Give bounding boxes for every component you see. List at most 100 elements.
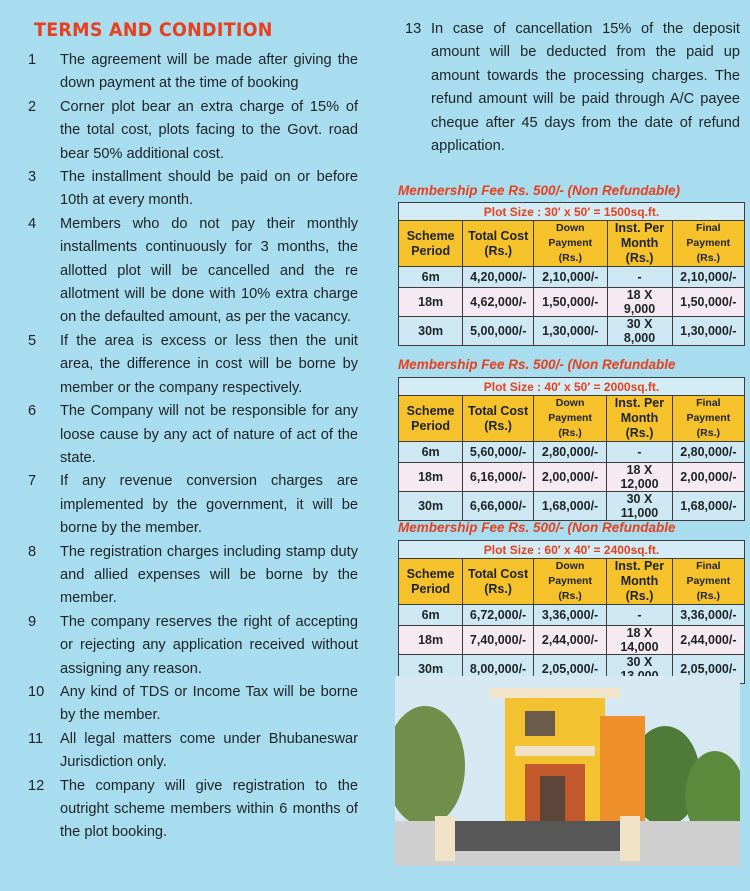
table-row: 18m 7,40,000/- 2,44,000/- 18 X 14,000 2,44,0… (397, 625, 746, 655)
table-row: 18m 4,62,000/- 1,50,000/- 18 X 9,000 1,50,00… (397, 287, 746, 317)
table-cell: 1,68,000/- (671, 491, 746, 521)
term-number: 6 (28, 403, 37, 420)
term-number: 5 (28, 332, 37, 349)
term-number: 13 (405, 21, 422, 37)
term-text: In case of cancellation 15% of the depos… (431, 21, 740, 155)
table-cell: 30 X 11,000 (606, 491, 673, 521)
membership-fee-label: Membership Fee Rs. 500/- (Non Refundable (398, 520, 676, 535)
table-row: 30m 5,00,000/- 1,30,000/- 30 X 8,000 1,30,00… (397, 316, 746, 346)
table-cell: 18 X 12,000 (606, 462, 673, 492)
price-table: Plot Size : 40′ x 50′ = 2000sq.ft. Scheme… (397, 377, 746, 521)
table-cell: 6m (397, 266, 464, 288)
table-row: 18m 6,16,000/- 2,00,000/- 18 X 12,000 2,00,0… (397, 462, 746, 492)
term-text: If the area is excess or less then the u… (60, 332, 358, 396)
table-row: 6m 4,20,000/- 2,10,000/- -2,10,000/- (397, 266, 746, 288)
term-text: Corner plot bear an extra charge of 15% … (60, 98, 358, 162)
plot-size: Plot Size : 40′ x 50′ = 2000sq.ft. (398, 377, 745, 396)
table-cell: - (606, 604, 673, 626)
price-table: Plot Size : 60′ x 40′ = 2400sq.ft. Scheme… (397, 540, 746, 684)
table-cell: 7,40,000/- (462, 625, 534, 655)
table-cell: 5,00,000/- (462, 316, 535, 346)
table-cell: 1,30,000/- (671, 316, 746, 346)
table-cell: 6,66,000/- (462, 491, 534, 521)
column-header: Final Payment (Rs.) (671, 395, 746, 442)
term-item: 9 The company reserves the right of accep… (22, 611, 358, 681)
column-header: Down Payment (Rs.) (533, 220, 608, 267)
column-header: Down Payment (Rs.) (532, 558, 608, 605)
table-cell: 2,10,000/- (533, 266, 608, 288)
table-cell: 6,72,000/- (462, 604, 534, 626)
plot-size: Plot Size : 60′ x 40′ = 2400sq.ft. (398, 540, 745, 559)
term-item: 1 The agreement will be made after giving… (22, 49, 358, 96)
term-item: 4 Members who do not pay their monthly in… (22, 213, 358, 330)
term-number: 1 (28, 52, 37, 68)
table-cell: 5,60,000/- (462, 441, 534, 463)
terms-list: 1 The agreement will be made after giving… (22, 49, 358, 845)
term-text: The company reserves the right of accept… (60, 613, 358, 677)
house-illustration (395, 676, 740, 866)
column-header: Down Payment (Rs.) (532, 395, 608, 442)
term-text: The registration charges including stamp… (60, 543, 358, 607)
table-cell: 2,10,000/- (671, 266, 746, 288)
term-number: 4 (28, 215, 37, 232)
term-item: 7 If any revenue conversion charges are i… (22, 470, 358, 540)
table-cell: 30m (397, 491, 464, 521)
term-item: 8 The registration charges including stam… (22, 541, 358, 611)
term-number: 8 (28, 543, 37, 560)
term-item-13: 13 In case of cancellation 15% of the de… (405, 18, 740, 158)
column-header: Total Cost (Rs.) (462, 395, 534, 442)
table-cell: 6m (397, 604, 464, 626)
term-text: The company will give registration to th… (60, 777, 358, 841)
table-cell: 18m (397, 287, 464, 317)
term-text: Members who do not pay their monthly ins… (60, 215, 358, 326)
table-cell: 3,36,000/- (532, 604, 608, 626)
column-header: Scheme Period (397, 220, 464, 267)
table-cell: 1,50,000/- (671, 287, 746, 317)
membership-fee-label: Membership Fee Rs. 500/- (Non Refundable (398, 357, 676, 372)
term-number: 9 (28, 613, 37, 630)
term-number: 11 (28, 730, 44, 747)
table-cell: 30 X 8,000 (606, 316, 673, 346)
table-cell: 18m (397, 462, 464, 492)
page-title: TERMS AND CONDITION (34, 19, 273, 41)
plot-size: Plot Size : 30′ x 50′ = 1500sq.ft. (398, 202, 745, 221)
table-cell: 6,16,000/- (462, 462, 534, 492)
term-number: 2 (28, 98, 37, 115)
column-header: Inst. Per Month (Rs.) (606, 395, 673, 442)
table-cell: 1,30,000/- (533, 316, 608, 346)
term-item: 3 The installment should be paid on or be… (22, 166, 358, 213)
table-cell: 2,00,000/- (532, 462, 608, 492)
table-cell: 2,44,000/- (532, 625, 608, 655)
table-cell: 4,62,000/- (462, 287, 535, 317)
column-header: Total Cost (Rs.) (462, 220, 535, 267)
table-row: 6m 5,60,000/- 2,80,000/- -2,80,000/- (397, 441, 746, 463)
table-cell: 30m (397, 316, 464, 346)
membership-fee-label: Membership Fee Rs. 500/- (Non Refundable… (398, 183, 681, 198)
table-cell: 1,68,000/- (532, 491, 608, 521)
table-cell: - (606, 441, 673, 463)
term-item: 2 Corner plot bear an extra charge of 15%… (22, 96, 358, 166)
term-text: The agreement will be made after giving … (60, 52, 358, 92)
column-header: Final Payment (Rs.) (671, 220, 746, 267)
table-cell: 3,36,000/- (671, 604, 746, 626)
term-text: Any kind of TDS or Income Tax will be bo… (60, 683, 358, 724)
table-cell: 18m (397, 625, 464, 655)
column-header: Scheme Period (397, 395, 464, 442)
column-header: Final Payment (Rs.) (671, 558, 746, 605)
term-text: The Company will not be responsible for … (60, 403, 358, 466)
term-text: The installment should be paid on or bef… (60, 169, 358, 209)
term-number: 12 (28, 777, 45, 794)
term-number: 10 (28, 683, 45, 700)
term-item: 11 All legal matters come under Bhubanesw… (22, 728, 358, 775)
term-item: 5 If the area is excess or less then the … (22, 330, 358, 400)
table-cell: 2,44,000/- (671, 625, 746, 655)
column-header: Inst. Per Month (Rs.) (606, 558, 673, 605)
table-cell: 1,50,000/- (533, 287, 608, 317)
table-cell: 4,20,000/- (462, 266, 535, 288)
table-cell: 6m (397, 441, 464, 463)
table-row: 6m 6,72,000/- 3,36,000/- -3,36,000/- (397, 604, 746, 626)
term-item: 12 The company will give registration to … (22, 775, 358, 845)
table-cell: 18 X 9,000 (606, 287, 673, 317)
term-text: All legal matters come under Bhubaneswar… (60, 730, 358, 771)
column-header: Scheme Period (397, 558, 464, 605)
